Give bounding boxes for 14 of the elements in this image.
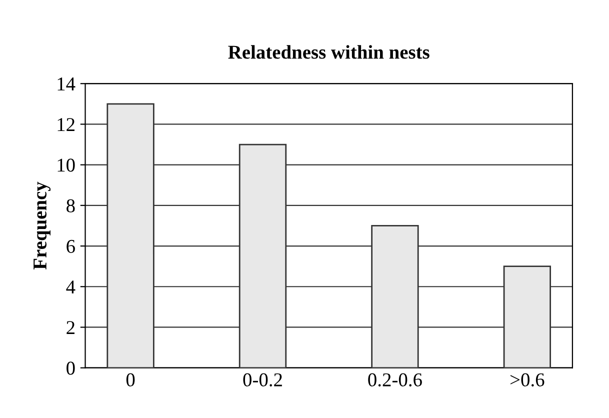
y-tick-label: 2 — [66, 321, 74, 334]
y-tick-label: 10 — [58, 158, 75, 172]
y-tick-label: 14 — [58, 78, 76, 90]
y-tick-label: 0 — [66, 362, 75, 375]
x-tick-label: 0-0.2 — [243, 373, 282, 386]
y-tick-label: 12 — [58, 118, 74, 131]
chart-title: Relatedness within nests — [228, 45, 430, 59]
x-tick-label: 0 — [126, 373, 135, 386]
y-tick-label: 4 — [66, 280, 76, 294]
y-tick-label: 8 — [66, 199, 75, 212]
y-tick-label: 6 — [66, 240, 75, 253]
y-axis-title: Frequency — [34, 182, 51, 270]
x-tick-label: >0.6 — [510, 373, 544, 386]
x-tick-label: 0.2-0.6 — [368, 373, 422, 386]
